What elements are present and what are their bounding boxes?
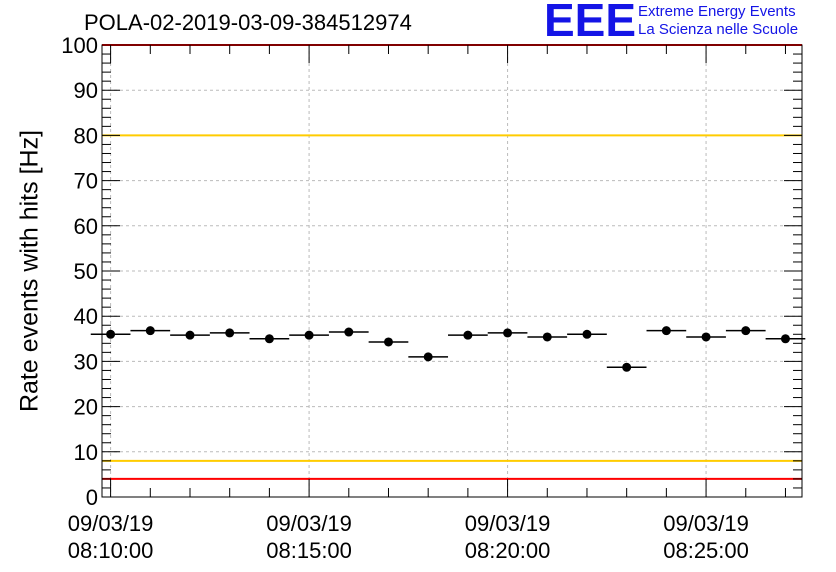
y-axis-label: Rate events with hits [Hz] [15,129,44,413]
x-tick-label-date: 09/03/19 [663,511,749,536]
chart-title: POLA-02-2019-03-09-384512974 [84,10,412,35]
x-tick-label-time: 08:20:00 [465,538,551,563]
y-tick-label: 0 [86,485,98,510]
data-point [106,329,116,339]
y-tick-label: 60 [74,214,98,239]
x-tick-label-time: 08:25:00 [663,538,749,563]
data-point [423,352,433,362]
y-tick-label: 90 [74,78,98,103]
data-point [304,330,314,340]
data-series [90,326,806,372]
eee-logo-text: Extreme Energy Events La Scienza nelle S… [638,3,798,39]
x-tick-label-date: 09/03/19 [68,511,154,536]
y-tick-label: 30 [74,349,98,374]
x-tick-label-time: 08:15:00 [266,538,352,563]
y-tick-label: 40 [74,304,98,329]
reference-lines [102,44,802,480]
data-point [344,327,354,337]
data-point [542,332,552,342]
data-point [780,334,790,344]
data-point [145,326,155,336]
y-tick-label: 20 [74,395,98,420]
x-tick-labels: 09/03/1908:10:0009/03/1908:15:0009/03/19… [68,511,749,563]
y-tick-label: 10 [74,440,98,465]
y-tick-label: 100 [61,33,98,58]
y-tick-label: 80 [74,123,98,148]
x-tick-label-date: 09/03/19 [465,511,551,536]
data-point [661,326,671,336]
x-tick-label-date: 09/03/19 [266,511,352,536]
data-point [383,337,393,347]
y-tick-labels: 0 10 20 30 40 50 60 70 80 90 100 [61,33,98,510]
data-point [463,330,473,340]
eee-logo-mark: EEE [544,0,637,46]
data-point [741,326,751,336]
data-point [701,332,711,342]
logo-line-1: Extreme Energy Events [638,3,796,20]
data-point [225,328,235,338]
data-point [264,334,274,344]
axis-ticks [102,44,802,498]
grid-lines [102,45,802,497]
y-tick-label: 50 [74,259,98,284]
data-point [582,329,592,339]
data-point [622,362,632,372]
logo-line-2: La Scienza nelle Scuole [638,21,799,38]
data-point [503,328,513,338]
eee-logo: EEE Extreme Energy Events La Scienza nel… [544,0,836,46]
x-tick-label-time: 08:10:00 [68,538,154,563]
data-point [185,330,195,340]
y-tick-label: 70 [74,169,98,194]
